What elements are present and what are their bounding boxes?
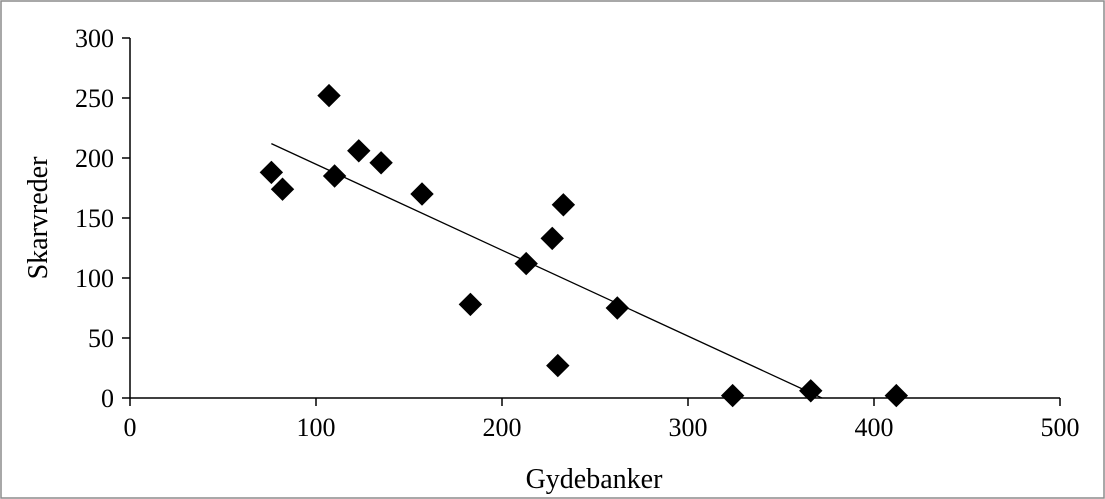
data-point (884, 383, 909, 408)
data-point (605, 296, 630, 320)
x-tick-label: 500 (1041, 413, 1080, 442)
x-tick-label: 100 (297, 413, 336, 442)
data-point (458, 292, 483, 317)
data-point (799, 379, 823, 403)
data-point (322, 164, 347, 188)
x-tick-label: 0 (124, 413, 137, 442)
points-group (259, 83, 909, 408)
y-axis-title: Skarvreder (23, 156, 54, 280)
data-point (270, 177, 295, 201)
y-tick-label: 150 (75, 204, 114, 233)
data-point (514, 251, 538, 276)
ticks: 0 50 100 150 200 250 300 0 100 200 300 400 500 (75, 24, 1080, 442)
trendline-group (271, 143, 823, 399)
y-tick-label: 250 (75, 84, 114, 113)
data-point (369, 151, 393, 175)
x-tick-label: 400 (855, 413, 894, 442)
y-tick-label: 100 (75, 264, 114, 293)
y-tick-label: 300 (75, 24, 114, 53)
data-point (540, 226, 564, 251)
data-point (551, 193, 576, 217)
data-point (347, 139, 371, 163)
y-tick-label: 50 (88, 324, 114, 353)
x-tick-label: 200 (483, 413, 522, 442)
data-point (720, 383, 745, 408)
data-point (546, 353, 570, 378)
x-axis-title: Gydebanker (526, 464, 664, 495)
data-point (317, 83, 341, 108)
y-tick-label: 0 (101, 384, 114, 413)
y-tick-label: 200 (75, 144, 114, 173)
data-point (259, 160, 284, 185)
x-tick-label: 300 (669, 413, 708, 442)
trendline (271, 143, 823, 399)
data-point (410, 182, 434, 206)
